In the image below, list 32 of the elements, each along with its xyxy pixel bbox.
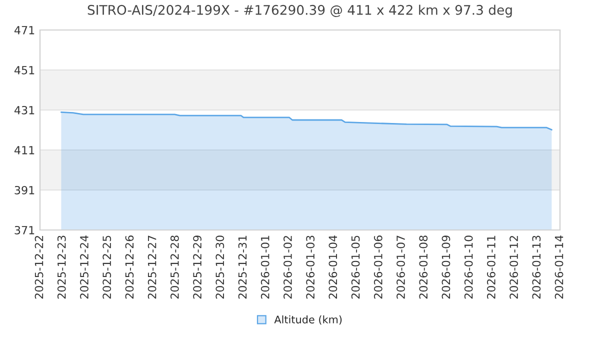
legend-label: Altitude (km) [274,315,342,325]
x-tick-label: 2025-12-29 [193,236,202,299]
x-tick-label: 2026-01-13 [532,236,541,299]
x-tick-label: 2025-12-22 [34,236,44,299]
x-tick-label: 2025-12-28 [170,236,179,299]
y-tick-label: 371 [14,226,34,234]
x-tick-label: 2026-01-04 [328,235,338,299]
x-tick-label: 2026-01-05 [351,236,360,299]
x-tick-label: 2026-01-06 [374,236,382,299]
x-tick-label: 2025-12-30 [216,236,224,299]
y-tick-label: 451 [14,66,34,74]
x-tick-label: 2026-01-07 [396,236,405,299]
y-tick-label: 391 [14,186,34,194]
x-tick-label: 2025-12-27 [148,236,156,299]
y-tick-label: 471 [14,26,34,34]
x-tick-label: 2025-12-24 [80,235,88,299]
x-tick-label: 2025-12-31 [238,236,247,299]
chart-title: SITRO-AIS/2024-199X - #176290.39 @ 411 x 422 km x 97.3 deg [88,4,512,18]
x-tick-label: 2025-12-26 [125,236,134,299]
x-tick-label: 2026-01-09 [442,236,450,299]
x-tick-label: 2026-01-12 [510,236,518,299]
x-tick-label: 2026-01-03 [306,236,315,299]
x-tick-label: 2026-01-14 [554,235,564,299]
x-tick-label: 2026-01-10 [464,236,473,299]
x-tick-label: 2026-01-08 [419,236,428,299]
y-tick-label: 411 [14,146,34,154]
x-tick-label: 2025-12-25 [102,236,112,299]
x-tick-label: 2026-01-01 [260,236,270,299]
x-tick-label: 2026-01-11 [486,236,496,299]
x-tick-label: 2026-01-02 [284,236,292,299]
y-tick-label: 431 [14,106,34,114]
x-tick-label: 2025-12-23 [57,236,66,299]
